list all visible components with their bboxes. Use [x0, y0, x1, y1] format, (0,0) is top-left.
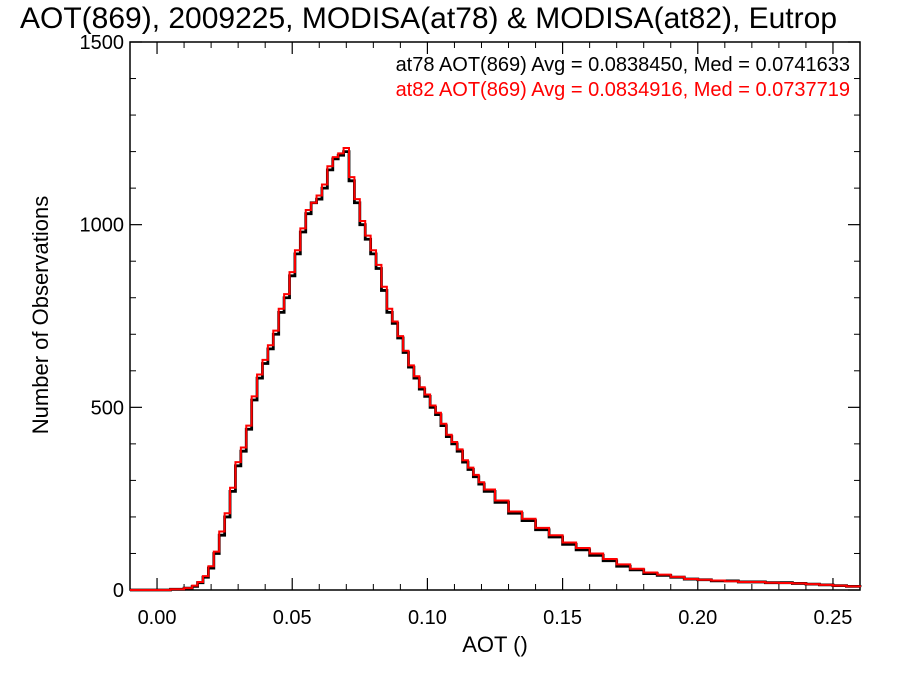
x-tick-label: 0.15 [543, 607, 582, 629]
y-tick-label: 1500 [80, 32, 125, 54]
x-tick-label: 0.10 [408, 607, 447, 629]
chart-title: AOT(869), 2009225, MODISA(at78) & MODISA… [20, 2, 837, 35]
y-axis-label: Number of Observations [28, 196, 53, 434]
x-axis-label: AOT () [462, 632, 528, 657]
y-tick-label: 1000 [80, 215, 125, 237]
axis-ticks: 0.00 0.05 0.10 0.15 0.20 0.25 0 500 1000 1500 [80, 32, 861, 629]
series-line-at82 [130, 146, 861, 591]
x-tick-label: 0.00 [138, 607, 177, 629]
y-tick-label: 500 [91, 397, 124, 419]
x-tick-label: 0.20 [678, 607, 717, 629]
y-tick-label: 0 [113, 580, 124, 602]
data-series [130, 146, 862, 592]
plot-area-frame [129, 41, 861, 591]
legend-entry-at78: at78 AOT(869) Avg = 0.0838450, Med = 0.0… [396, 54, 850, 76]
series-line-at78 [130, 150, 862, 592]
legend-entry-at82: at82 AOT(869) Avg = 0.0834916, Med = 0.0… [396, 79, 850, 101]
x-tick-label: 0.05 [273, 607, 312, 629]
x-tick-label: 0.25 [813, 607, 852, 629]
